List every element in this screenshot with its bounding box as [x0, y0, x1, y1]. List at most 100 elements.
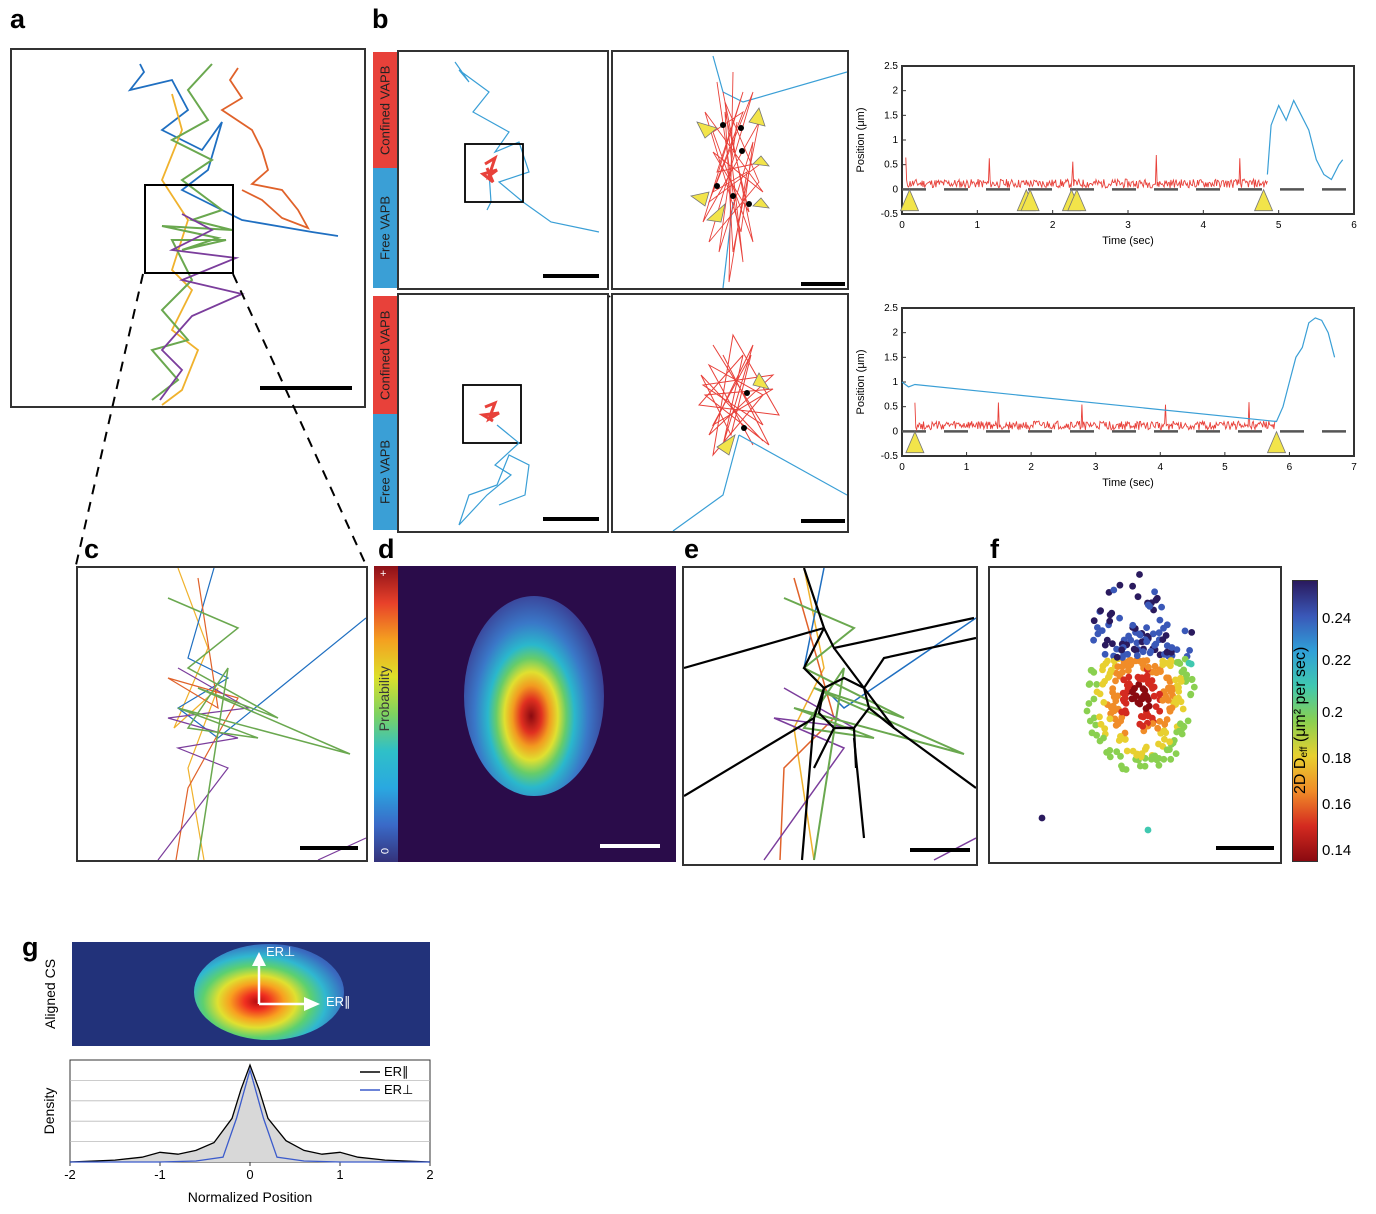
- scatter-point: [1164, 697, 1172, 704]
- y-tick-label: -0.5: [881, 451, 899, 462]
- scatter-point: [1085, 681, 1093, 688]
- colorbar-bottom-label: 0: [378, 848, 390, 855]
- scatter-point: [1111, 715, 1119, 723]
- scatter-point: [1148, 677, 1156, 684]
- aligned-axes-arrows: [252, 952, 320, 1011]
- label-free-top: Free VAPB: [373, 168, 397, 288]
- scatter-point: [1139, 648, 1147, 656]
- scale-bar-b2: [801, 282, 845, 286]
- scatter-point: [1159, 636, 1167, 643]
- scatter-point: [1093, 681, 1101, 688]
- scatter-point: [1143, 624, 1150, 631]
- trajectory-plot-a: [10, 48, 366, 408]
- x-tick-label: 2: [1028, 462, 1034, 473]
- scatter-point: [1144, 712, 1152, 720]
- scatter-point: [1083, 707, 1091, 715]
- event-arrow: [1253, 188, 1274, 212]
- label-confined-bottom: Confined VAPB: [373, 296, 397, 414]
- y-tick-label: 2: [892, 86, 898, 97]
- diffusion-scatter-svg: [1038, 571, 1198, 834]
- scatter-point: [1088, 729, 1096, 737]
- scatter-point: [1103, 749, 1110, 756]
- y-tick-label: 1.5: [884, 110, 898, 121]
- panel-letter-d: d: [378, 534, 395, 564]
- y-axis-label: Density: [41, 1088, 57, 1135]
- scatter-point: [1190, 683, 1198, 691]
- scatter-point: [1116, 614, 1123, 622]
- scatter-point: [1134, 593, 1142, 601]
- scatter-point: [1144, 826, 1152, 834]
- confined-series-line: [905, 154, 1268, 190]
- x-tick-label: 1: [964, 462, 970, 473]
- y-tick-label: 0: [892, 426, 898, 437]
- scatter-point: [1107, 666, 1115, 674]
- trajectory-plot-b2: [611, 50, 849, 290]
- scatter-point: [1125, 680, 1133, 687]
- scatter-point: [1156, 690, 1163, 698]
- scatter-point: [1125, 673, 1133, 681]
- voronoi-plot-e: [682, 566, 978, 866]
- trajectory-svg-a: [127, 63, 339, 406]
- scatter-point: [1168, 704, 1176, 712]
- label-free-bottom: Free VAPB: [373, 414, 397, 530]
- diffusion-scatter-f: [988, 566, 1282, 864]
- scatter-point: [1113, 653, 1121, 661]
- scatter-point: [1163, 648, 1171, 656]
- scatter-point: [1129, 582, 1136, 590]
- scatter-point: [1166, 746, 1173, 753]
- scatter-point: [1124, 663, 1132, 671]
- scatter-point: [1113, 748, 1121, 756]
- scatter-point: [1118, 713, 1126, 721]
- density-line-er-perp: [70, 1067, 430, 1163]
- density-fill: [70, 1065, 430, 1162]
- scatter-point: [1119, 689, 1127, 697]
- panel-letter-g: g: [22, 932, 39, 962]
- scatter-point: [1143, 743, 1150, 751]
- aligned-cs-map: ER⊥ ER∥: [72, 942, 430, 1046]
- panel-letter-b: b: [372, 4, 389, 34]
- scatter-point: [1038, 814, 1046, 822]
- probability-heatmap: + 0 Probability: [374, 566, 676, 862]
- deff-tick-4: 0.16: [1322, 796, 1352, 813]
- scatter-point: [1175, 684, 1182, 691]
- scatter-point: [1118, 646, 1126, 654]
- scatter-point: [1160, 624, 1167, 632]
- x-axis-label: Time (sec): [1102, 235, 1154, 247]
- x-tick-label: 0: [899, 462, 905, 473]
- scatter-point: [1166, 678, 1174, 685]
- scatter-point: [1096, 737, 1104, 745]
- scatter-point: [1129, 688, 1136, 696]
- x-tick-label: 0: [899, 220, 905, 231]
- scatter-point: [1108, 609, 1116, 617]
- scatter-point: [1097, 720, 1105, 728]
- scatter-point: [1133, 652, 1141, 660]
- scatter-point: [1172, 676, 1179, 684]
- scale-bar-b4: [801, 519, 845, 523]
- deff-tick-5: 0.14: [1322, 842, 1352, 859]
- x-tick-label: 5: [1276, 220, 1282, 231]
- free-series-line: [901, 317, 1336, 423]
- scatter-point: [1156, 616, 1164, 624]
- scatter-point: [1117, 733, 1124, 740]
- y-tick-label: 2: [892, 328, 898, 339]
- scatter-point: [1099, 680, 1107, 688]
- scatter-point: [1150, 683, 1158, 691]
- scatter-point: [1180, 666, 1188, 674]
- scatter-point: [1133, 752, 1141, 759]
- scatter-point: [1123, 747, 1131, 755]
- x-tick-label: -1: [154, 1167, 166, 1182]
- plot-frame: [901, 65, 1355, 215]
- scatter-point: [1090, 714, 1098, 722]
- x-tick-label: 5: [1222, 462, 1228, 473]
- scale-bar-b3: [543, 517, 599, 521]
- trajectory-plot-c: [76, 566, 368, 862]
- scatter-point: [1168, 644, 1176, 651]
- panel-letter-f: f: [990, 534, 999, 564]
- panel-letter-e: e: [684, 534, 700, 564]
- x-tick-label: 2: [1050, 220, 1056, 231]
- scatter-point: [1136, 631, 1144, 639]
- scatter-point: [1139, 722, 1147, 730]
- free-series-line: [1266, 99, 1344, 181]
- scatter-point: [1150, 692, 1158, 700]
- deff-tick-3: 0.18: [1322, 750, 1352, 767]
